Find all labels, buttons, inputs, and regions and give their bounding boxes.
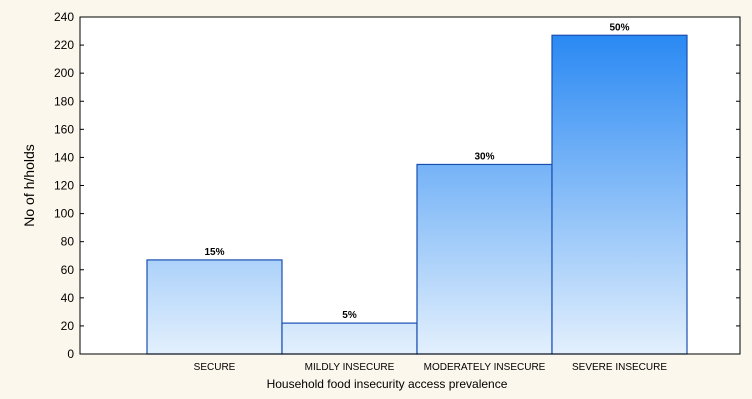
bar-moderately-insecure — [416, 163, 553, 355]
x-tick-label: MILDLY INSECURE — [305, 362, 395, 373]
x-axis-label: Household food insecurity access prevale… — [267, 377, 508, 391]
plot-frame — [79, 16, 741, 355]
bar-secure — [146, 259, 283, 355]
y-tick-label: 240 — [54, 10, 74, 24]
y-tick-label: 100 — [54, 207, 74, 221]
y-tick-label: 160 — [54, 122, 74, 136]
data-label: 30% — [474, 151, 494, 162]
bars: 15% 5% 30% 50% — [146, 22, 688, 355]
x-tick-label: SEVERE INSECURE — [572, 362, 667, 373]
y-tick-label: 80 — [61, 235, 75, 249]
y-tick-label: 220 — [54, 38, 74, 52]
data-label: 50% — [609, 22, 629, 33]
y-tick-label: 20 — [61, 319, 75, 333]
bar-severe-insecure — [551, 34, 688, 355]
x-tick-label: MODERATELY INSECURE — [424, 362, 546, 373]
axis-ticks: SECURE MILDLY INSECURE MODERATELY INSECURE… — [54, 10, 740, 373]
y-tick-label: 180 — [54, 94, 74, 108]
data-label: 15% — [204, 247, 224, 258]
y-tick-label: 40 — [61, 291, 75, 305]
y-tick-label: 140 — [54, 150, 74, 164]
y-axis-label: No of h/holds — [21, 144, 37, 227]
data-label: 5% — [342, 310, 357, 321]
y-tick-label: 0 — [67, 347, 74, 361]
y-tick-label: 120 — [54, 179, 74, 193]
x-tick-label: SECURE — [194, 362, 236, 373]
y-tick-label: 60 — [61, 263, 75, 277]
y-tick-label: 200 — [54, 66, 74, 80]
bar-mildly-insecure — [281, 322, 418, 355]
